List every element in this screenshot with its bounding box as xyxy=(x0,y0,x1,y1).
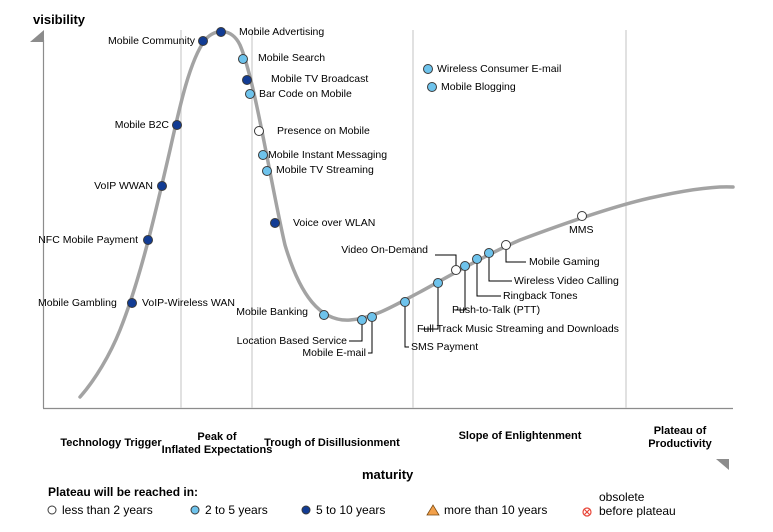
leader-push-to-talk xyxy=(455,267,466,311)
point-full-track-music xyxy=(433,278,443,288)
legend-swatch-more-than-10-years xyxy=(426,504,440,516)
leader-full-track xyxy=(421,283,439,330)
label-mms: MMS xyxy=(569,224,594,236)
point-mobile-tv-broadcast xyxy=(242,75,252,85)
label-nfc-mobile-payment: NFC Mobile Payment xyxy=(38,234,138,246)
point-mobile-b2c xyxy=(172,120,182,130)
label-mobile-banking: Mobile Banking xyxy=(236,306,308,318)
phase-dividers xyxy=(180,30,627,408)
label-mobile-community: Mobile Community xyxy=(108,35,196,47)
label-push-to-talk: Push-to-Talk (PTT) xyxy=(452,304,540,316)
phase-plateau-line2: Productivity xyxy=(648,438,712,450)
label-mobile-e-mail: Mobile E-mail xyxy=(302,347,366,359)
leader-location-based-service xyxy=(349,320,363,342)
label-voip-wireless-wan: VoIP-Wireless WAN xyxy=(142,297,235,309)
technology-labels: VoIP-Wireless WAN Mobile Gambling NFC Mo… xyxy=(38,26,619,359)
phase-peak-line1: Peak of xyxy=(197,431,236,443)
label-mobile-search: Mobile Search xyxy=(258,52,325,64)
point-mobile-gaming xyxy=(501,240,511,250)
x-axis-arrowhead xyxy=(716,459,729,470)
point-mobile-blogging xyxy=(427,82,437,92)
legend-label-obsolete-line2: before plateau xyxy=(599,504,676,518)
label-voice-over-wlan: Voice over WLAN xyxy=(293,217,375,229)
point-mobile-banking xyxy=(319,310,329,320)
label-mobile-gambling: Mobile Gambling xyxy=(38,297,117,309)
y-axis-title: visibility xyxy=(33,12,86,27)
point-mms xyxy=(577,211,587,221)
label-presence-on-mobile: Presence on Mobile xyxy=(277,125,370,137)
point-wireless-consumer-email xyxy=(423,64,433,74)
phase-peak-line2: Inflated Expectations xyxy=(162,444,273,456)
legend-label-less-than-2-years: less than 2 years xyxy=(62,503,153,517)
legend-title: Plateau will be reached in: xyxy=(48,485,198,499)
legend-label-obsolete-line1: obsolete xyxy=(599,490,645,504)
legend-label-2-to-5-years: 2 to 5 years xyxy=(205,503,268,517)
label-mobile-instant-messaging: Mobile Instant Messaging xyxy=(268,149,387,161)
phase-labels: Technology Trigger Peak of Inflated Expe… xyxy=(60,425,712,456)
point-sms-payment xyxy=(400,297,410,307)
leader-ringback-tones xyxy=(476,259,501,297)
legend-swatch-obsolete-icon xyxy=(582,507,592,517)
point-video-on-demand xyxy=(451,265,461,275)
point-voip-wireless-wan xyxy=(127,298,137,308)
label-mobile-blogging: Mobile Blogging xyxy=(441,81,516,93)
point-mobile-tv-streaming xyxy=(262,166,272,176)
x-axis-title: maturity xyxy=(362,467,414,482)
point-push-to-talk xyxy=(460,261,470,271)
label-mobile-tv-broadcast: Mobile TV Broadcast xyxy=(271,73,368,85)
label-wireless-video-calling: Wireless Video Calling xyxy=(514,275,619,287)
label-bar-code-on-mobile: Bar Code on Mobile xyxy=(259,88,352,100)
point-voice-over-wlan xyxy=(270,218,280,228)
legend-swatch-less-than-2-years xyxy=(47,505,57,515)
label-mobile-b2c: Mobile B2C xyxy=(115,119,170,131)
point-presence-on-mobile xyxy=(254,126,264,136)
point-nfc-mobile-payment xyxy=(143,235,153,245)
y-axis-arrowhead xyxy=(30,30,44,42)
phase-plateau-line1: Plateau of xyxy=(654,425,707,437)
legend-label-5-to-10-years: 5 to 10 years xyxy=(316,503,385,517)
point-mobile-advertising xyxy=(216,27,226,37)
label-video-on-demand: Video On-Demand xyxy=(341,244,428,256)
legend-label-more-than-10-years: more than 10 years xyxy=(444,503,547,517)
point-bar-code-on-mobile xyxy=(245,89,255,99)
legend: Plateau will be reached in: less than 2 … xyxy=(47,485,676,518)
point-mobile-search xyxy=(238,54,248,64)
technology-points xyxy=(127,27,587,325)
label-full-track-music: Full Track Music Streaming and Downloads xyxy=(417,323,619,335)
label-voip-wwan: VoIP WWAN xyxy=(94,180,153,192)
label-wireless-consumer-email: Wireless Consumer E-mail xyxy=(437,63,561,75)
legend-swatch-5-to-10-years xyxy=(301,505,311,515)
leader-sms-payment xyxy=(404,302,409,348)
phase-technology-trigger: Technology Trigger xyxy=(60,437,162,449)
label-mobile-gaming: Mobile Gaming xyxy=(529,256,600,268)
legend-swatch-2-to-5-years xyxy=(190,505,200,515)
phase-slope-of-enlightenment: Slope of Enlightenment xyxy=(459,430,582,442)
point-mobile-community xyxy=(198,36,208,46)
label-ringback-tones: Ringback Tones xyxy=(503,290,578,302)
point-wireless-video-calling xyxy=(484,248,494,258)
leader-lines xyxy=(349,245,526,354)
label-sms-payment: SMS Payment xyxy=(411,341,478,353)
label-mobile-tv-streaming: Mobile TV Streaming xyxy=(276,164,374,176)
leader-mobile-gaming xyxy=(505,245,526,263)
point-location-based-service xyxy=(357,315,367,325)
point-mobile-e-mail xyxy=(367,312,377,322)
hype-curve xyxy=(78,29,735,399)
obsolete-icon-cross-b xyxy=(584,509,590,515)
label-mobile-advertising: Mobile Advertising xyxy=(239,26,324,38)
leader-wireless-video-calling xyxy=(488,253,512,282)
point-mobile-instant-messaging xyxy=(258,150,268,160)
phase-trough-of-disillusionment: Trough of Disillusionment xyxy=(264,437,400,449)
leader-mobile-e-mail xyxy=(368,317,373,354)
point-ringback-tones xyxy=(472,254,482,264)
point-voip-wwan xyxy=(157,181,167,191)
label-location-based-service: Location Based Service xyxy=(237,335,347,347)
